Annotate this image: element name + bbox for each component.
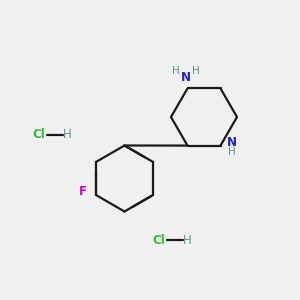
Text: H: H: [183, 233, 192, 247]
Text: Cl: Cl: [152, 233, 165, 247]
Text: H: H: [63, 128, 72, 142]
Text: N: N: [181, 70, 191, 83]
Text: H: H: [192, 66, 200, 76]
Text: N: N: [227, 136, 237, 149]
Text: H: H: [172, 66, 179, 76]
Text: F: F: [79, 185, 87, 198]
Text: H: H: [228, 147, 236, 157]
Text: Cl: Cl: [32, 128, 45, 142]
